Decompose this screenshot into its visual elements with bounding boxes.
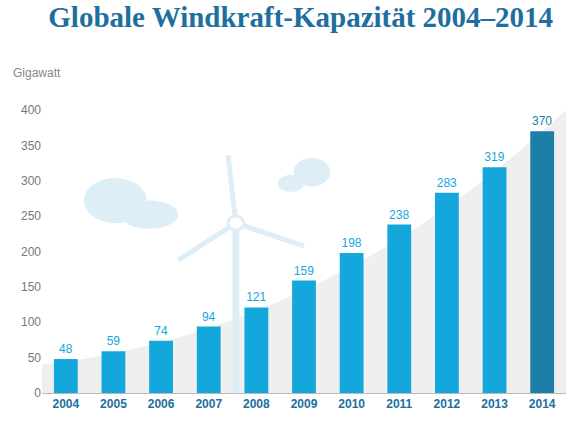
svg-text:2004: 2004 xyxy=(52,397,79,411)
svg-text:2005: 2005 xyxy=(100,397,127,411)
svg-text:300: 300 xyxy=(21,174,41,188)
svg-text:2009: 2009 xyxy=(291,397,318,411)
svg-text:2011: 2011 xyxy=(386,397,412,411)
svg-text:2013: 2013 xyxy=(481,397,508,411)
svg-text:2012: 2012 xyxy=(434,397,461,411)
svg-text:2010: 2010 xyxy=(338,397,365,411)
svg-text:Globale Windkraft-Kapazität 20: Globale Windkraft-Kapazität 2004–2014 xyxy=(48,1,553,33)
svg-text:121: 121 xyxy=(246,290,266,304)
svg-text:2006: 2006 xyxy=(148,397,175,411)
svg-text:2014: 2014 xyxy=(529,397,556,411)
svg-text:2007: 2007 xyxy=(195,397,222,411)
svg-text:48: 48 xyxy=(59,342,73,356)
svg-text:50: 50 xyxy=(28,351,42,365)
svg-text:400: 400 xyxy=(21,103,41,117)
svg-text:2008: 2008 xyxy=(243,397,270,411)
svg-text:159: 159 xyxy=(294,264,314,278)
svg-text:Gigawatt: Gigawatt xyxy=(13,66,61,80)
svg-text:370: 370 xyxy=(532,114,552,128)
svg-text:100: 100 xyxy=(21,315,41,329)
svg-text:198: 198 xyxy=(341,236,361,250)
svg-text:200: 200 xyxy=(21,245,41,259)
svg-text:250: 250 xyxy=(21,209,41,223)
svg-text:150: 150 xyxy=(21,280,41,294)
svg-text:59: 59 xyxy=(107,334,121,348)
svg-text:350: 350 xyxy=(21,139,41,153)
svg-text:94: 94 xyxy=(202,310,216,324)
svg-text:283: 283 xyxy=(437,176,457,190)
svg-text:74: 74 xyxy=(154,324,168,338)
svg-text:238: 238 xyxy=(389,208,409,222)
svg-text:319: 319 xyxy=(484,150,504,164)
svg-text:0: 0 xyxy=(34,386,41,400)
